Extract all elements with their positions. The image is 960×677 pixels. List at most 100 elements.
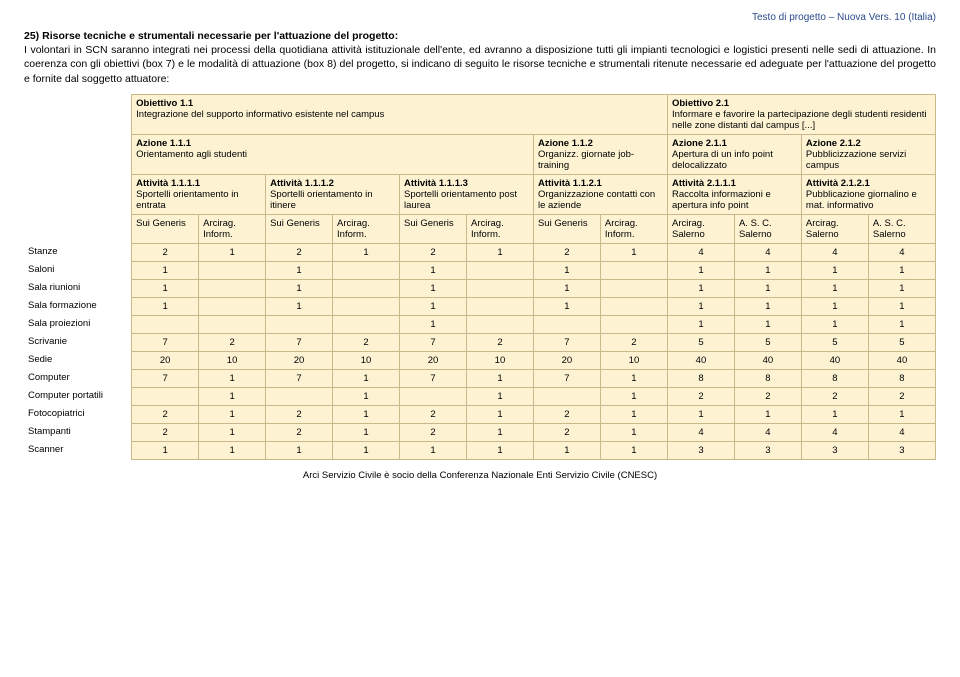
section-title: Risorse tecniche e strumentali necessari… [42,30,398,42]
cell [466,279,533,297]
table-row: Sala proiezioni11111 [24,315,936,333]
resources-table: Obiettivo 1.1 Integrazione del supporto … [24,94,936,460]
subcol: Arcirag. Inform. [333,214,400,243]
az212-title: Azione 2.1.2 [806,138,861,149]
obiettivo-1-1: Obiettivo 1.1 Integrazione del supporto … [132,94,668,134]
cell: 1 [132,261,199,279]
cell: 1 [466,369,533,387]
subcol: Arcirag. Salerno [667,214,734,243]
table-row: Stanze212121214444 [24,243,936,261]
row-label: Computer portatili [24,387,132,405]
cell: 5 [734,333,801,351]
cell: 1 [400,261,467,279]
table-row: Saloni11111111 [24,261,936,279]
cell: 2 [132,423,199,441]
row-label: Fotocopiatrici [24,405,132,423]
cell: 1 [466,387,533,405]
cell: 1 [400,297,467,315]
cell: 1 [868,297,935,315]
cell: 20 [400,351,467,369]
cell: 2 [400,423,467,441]
attivita-1-1-1-1: Attività 1.1.1.1 Sportelli orientamento … [132,174,266,214]
cell [199,315,266,333]
cell: 1 [600,405,667,423]
cell: 20 [533,351,600,369]
cell: 40 [667,351,734,369]
cell: 1 [734,261,801,279]
az211-title: Azione 2.1.1 [672,138,727,149]
subcol: A. S. C. Salerno [734,214,801,243]
cell: 1 [600,387,667,405]
cell: 1 [868,315,935,333]
at1112-title: Attività 1.1.1.2 [270,178,334,189]
az111-title: Azione 1.1.1 [136,138,191,149]
table-row: Scanner111111113333 [24,441,936,459]
azione-1-1-1: Azione 1.1.1 Orientamento agli studenti [132,134,534,174]
cell: 10 [199,351,266,369]
cell: 1 [734,279,801,297]
cell: 2 [868,387,935,405]
table-row: Scrivanie727272725555 [24,333,936,351]
cell [199,297,266,315]
cell: 1 [199,369,266,387]
cell [266,387,333,405]
cell [466,315,533,333]
cell: 4 [868,423,935,441]
cell: 7 [400,369,467,387]
cell: 8 [667,369,734,387]
at1113-desc: Sportelli orientamento post laurea [404,189,517,211]
cell: 2 [466,333,533,351]
cell: 3 [667,441,734,459]
subcol: Arcirag. Salerno [801,214,868,243]
azione-1-1-2: Azione 1.1.2 Organizz. giornate job-trai… [533,134,667,174]
cell: 7 [533,369,600,387]
row-label: Stampanti [24,423,132,441]
cell: 1 [868,279,935,297]
cell: 1 [801,405,868,423]
cell: 1 [600,423,667,441]
at2121-desc: Pubblicazione giornalino e mat. informat… [806,189,917,211]
cell: 1 [667,297,734,315]
cell: 1 [466,423,533,441]
table-row: Fotocopiatrici212121211111 [24,405,936,423]
cell [132,387,199,405]
cell: 2 [400,405,467,423]
cell: 40 [801,351,868,369]
cell: 1 [667,279,734,297]
cell: 2 [801,387,868,405]
cell: 1 [600,369,667,387]
cell [600,279,667,297]
cell [333,279,400,297]
row-obiettivi: Obiettivo 1.1 Integrazione del supporto … [24,94,936,134]
cell: 10 [600,351,667,369]
cell: 1 [600,441,667,459]
az111-desc: Orientamento agli studenti [136,149,247,160]
cell: 1 [466,405,533,423]
cell [266,315,333,333]
cell [199,279,266,297]
page-footer: Arci Servizio Civile è socio della Confe… [24,470,936,481]
cell: 1 [400,315,467,333]
at1111-title: Attività 1.1.1.1 [136,178,200,189]
cell: 40 [734,351,801,369]
row-label: Scanner [24,441,132,459]
cell [466,261,533,279]
cell: 2 [266,423,333,441]
cell: 2 [333,333,400,351]
cell: 20 [266,351,333,369]
cell: 10 [466,351,533,369]
attivita-1-1-1-3: Attività 1.1.1.3 Sportelli orientamento … [400,174,534,214]
cell: 1 [266,279,333,297]
cell: 1 [132,297,199,315]
cell: 4 [667,423,734,441]
cell [600,261,667,279]
obiettivo-2-1: Obiettivo 2.1 Informare e favorire la pa… [667,94,935,134]
cell [600,315,667,333]
cell: 2 [266,243,333,261]
az112-desc: Organizz. giornate job-training [538,149,634,171]
az212-desc: Pubblicizzazione servizi campus [806,149,906,171]
cell: 7 [132,333,199,351]
doc-header-right: Testo di progetto – Nuova Vers. 10 (Ital… [24,12,936,23]
cell: 1 [734,315,801,333]
attivita-1-1-2-1: Attività 1.1.2.1 Organizzazione contatti… [533,174,667,214]
